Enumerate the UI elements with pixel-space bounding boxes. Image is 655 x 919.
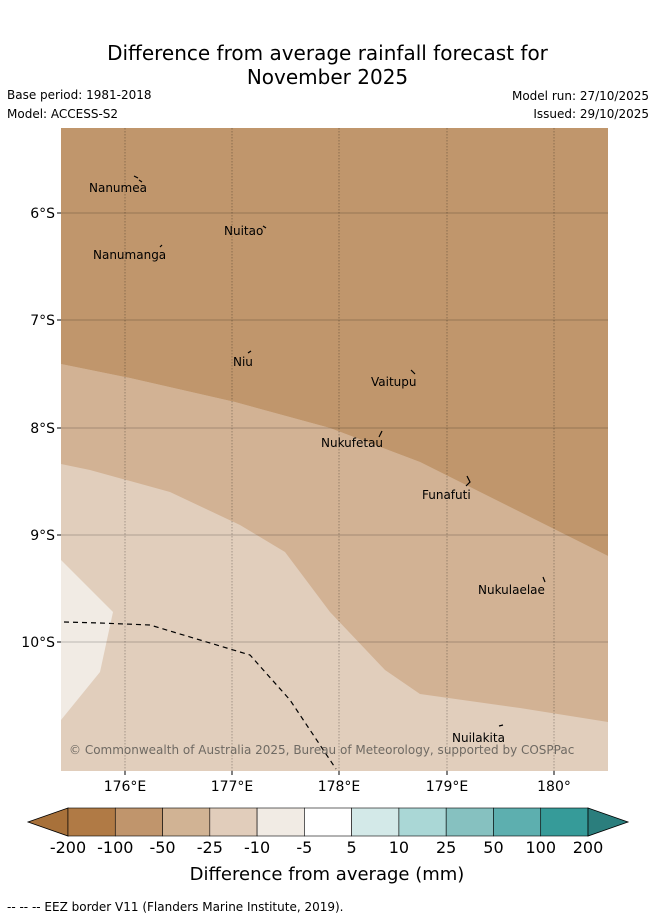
- place-label: Nanumanga: [93, 248, 166, 262]
- longitude-ticks: 176°E 177°E 178°E 179°E 180°: [104, 771, 571, 795]
- eez-border: [63, 621, 337, 770]
- island-marks: [133, 175, 546, 727]
- colorbar-tick-label: -100: [97, 838, 133, 857]
- lon-tick-label: 177°E: [211, 779, 254, 795]
- place-label: Nukulaelae: [478, 583, 545, 597]
- band-minus-50-to-minus-100: [61, 128, 608, 556]
- copyright-notice: © Commonwealth of Australia 2025, Bureau…: [69, 743, 574, 757]
- place-label: Nanumea: [89, 181, 147, 195]
- colorbar-tick-label: -5: [296, 838, 312, 857]
- colorbar-segment: [67, 807, 116, 837]
- lat-tick-label: 6°S: [30, 206, 55, 222]
- lat-tick-label: 10°S: [21, 635, 55, 651]
- colorbar-tick-label: 100: [525, 838, 556, 857]
- latitude-gridlines: [61, 212, 608, 643]
- colorbar-segment: [540, 807, 589, 837]
- lon-tick-label: 179°E: [426, 779, 469, 795]
- model-name: Model: ACCESS-S2: [7, 107, 119, 121]
- colorbar-segment: [304, 807, 352, 837]
- map-frame: Nanumea Nuitao Nanumanga Niu Vaitupu Nuk…: [61, 128, 608, 771]
- colorbar-tick-label: -200: [50, 838, 86, 857]
- colorbar-segment: [445, 807, 494, 837]
- lon-tick-label: 176°E: [104, 779, 147, 795]
- place-label: Vaitupu: [371, 375, 417, 389]
- place-label: Niu: [233, 355, 253, 369]
- colorbar-tick-label: 10: [389, 838, 409, 857]
- colorbar-tick-label: 5: [347, 838, 357, 857]
- title-line-1: Difference from average rainfall forecas…: [107, 41, 548, 65]
- colorbar-tick-label: 25: [436, 838, 456, 857]
- title-line-2: November 2025: [246, 65, 409, 89]
- colorbar-tick-label: -50: [149, 838, 175, 857]
- colorbar-tick-label: 50: [483, 838, 503, 857]
- colorbar-segment: [162, 807, 211, 837]
- model-run: Model run: 27/10/2025: [511, 89, 649, 103]
- lat-tick-label: 9°S: [30, 528, 55, 544]
- colorbar-tick-label: -25: [197, 838, 223, 857]
- colorbar-extend-high: [587, 807, 630, 837]
- colorbar-segment: [209, 807, 258, 837]
- base-period: Base period: 1981-2018: [7, 88, 152, 102]
- lon-tick-label: 178°E: [318, 779, 361, 795]
- place-label: Nukufetau: [321, 436, 383, 450]
- lat-tick-label: 7°S: [30, 313, 55, 329]
- band-minus-5-to-minus-10: [61, 560, 113, 720]
- colorbar-segment: [493, 807, 542, 837]
- longitude-gridlines: [124, 128, 555, 771]
- colorbar-segment: [351, 807, 400, 837]
- issued-date: Issued: 29/10/2025: [533, 107, 649, 121]
- place-label: Nuitao: [224, 224, 263, 238]
- place-label: Funafuti: [422, 488, 471, 502]
- colorbar-tick-label: 200: [573, 838, 604, 857]
- eez-footnote: -- -- -- EEZ border V11 (Flanders Marine…: [7, 900, 344, 914]
- latitude-ticks: 6°S 7°S 8°S 9°S 10°S: [21, 206, 61, 651]
- colorbar-segment: [398, 807, 447, 837]
- band-minus-25-to-minus-50: [61, 364, 608, 722]
- colorbar-segment: [114, 807, 163, 837]
- place-label: Nuilakita: [452, 731, 505, 745]
- lon-tick-label: 180°: [537, 779, 571, 795]
- colorbar: -200 -100 -50 -25 -10 -5 5 10 25 50 100 200: [26, 807, 630, 857]
- colorbar-extend-low: [26, 807, 69, 837]
- chart-title: Difference from average rainfall forecas…: [0, 41, 655, 89]
- colorbar-title: Difference from average (mm): [190, 864, 465, 885]
- colorbar-segment: [256, 807, 305, 837]
- colorbar-tick-label: -10: [244, 838, 270, 857]
- lat-tick-label: 8°S: [30, 421, 55, 437]
